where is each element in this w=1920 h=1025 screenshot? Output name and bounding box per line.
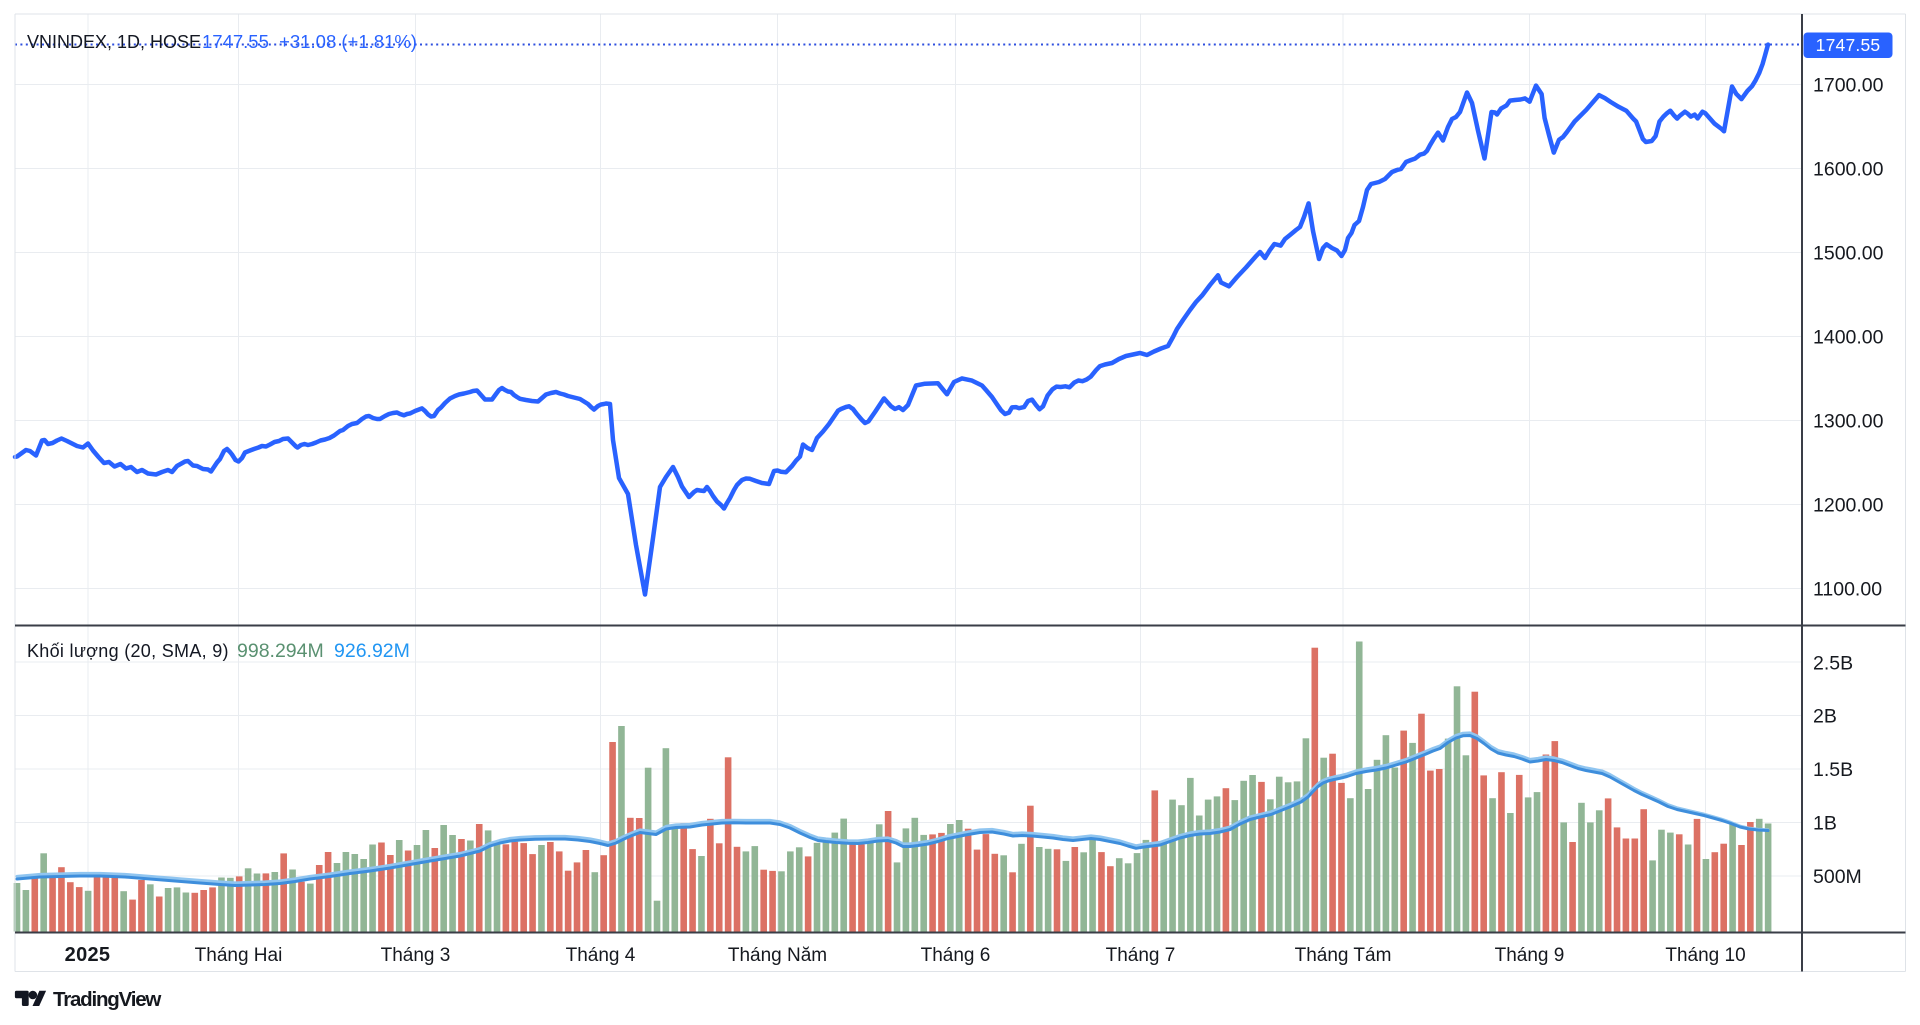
svg-text:Tháng Năm: Tháng Năm xyxy=(728,945,827,966)
svg-text:Khối lượng (20, SMA, 9): Khối lượng (20, SMA, 9) xyxy=(27,641,229,661)
svg-text:1.5B: 1.5B xyxy=(1813,759,1853,781)
svg-text:2.5B: 2.5B xyxy=(1813,653,1853,675)
svg-text:Tháng 7: Tháng 7 xyxy=(1106,945,1176,966)
svg-text:2025: 2025 xyxy=(65,944,111,966)
svg-text:TradingView: TradingView xyxy=(53,988,161,1011)
svg-text:998.294M: 998.294M xyxy=(237,640,324,662)
svg-text:2B: 2B xyxy=(1813,706,1837,728)
svg-text:Tháng 3: Tháng 3 xyxy=(381,945,451,966)
svg-text:1400.00: 1400.00 xyxy=(1813,327,1884,349)
svg-text:1500.00: 1500.00 xyxy=(1813,243,1884,265)
svg-text:Tháng 10: Tháng 10 xyxy=(1665,945,1745,966)
svg-text:Tháng 6: Tháng 6 xyxy=(921,945,991,966)
svg-text:Tháng 4: Tháng 4 xyxy=(566,945,636,966)
svg-text:1100.00: 1100.00 xyxy=(1813,579,1882,601)
svg-text:Tháng Hai: Tháng Hai xyxy=(195,945,283,966)
svg-text:Tháng 9: Tháng 9 xyxy=(1495,945,1565,966)
svg-text:500M: 500M xyxy=(1813,866,1862,888)
svg-text:VNINDEX, 1D, HOSE: VNINDEX, 1D, HOSE xyxy=(27,32,201,52)
svg-text:1B: 1B xyxy=(1813,813,1837,835)
svg-text:1300.00: 1300.00 xyxy=(1813,411,1884,433)
svg-text:1200.00: 1200.00 xyxy=(1813,495,1884,517)
svg-text:1600.00: 1600.00 xyxy=(1813,159,1884,181)
svg-text:Tháng Tám: Tháng Tám xyxy=(1295,945,1392,966)
svg-text:1700.00: 1700.00 xyxy=(1813,75,1884,97)
svg-text:1747.55: 1747.55 xyxy=(1816,35,1881,55)
svg-text:1747.55 +31.08 (+1.81%): 1747.55 +31.08 (+1.81%) xyxy=(202,31,417,52)
svg-text:926.92M: 926.92M xyxy=(334,640,410,662)
